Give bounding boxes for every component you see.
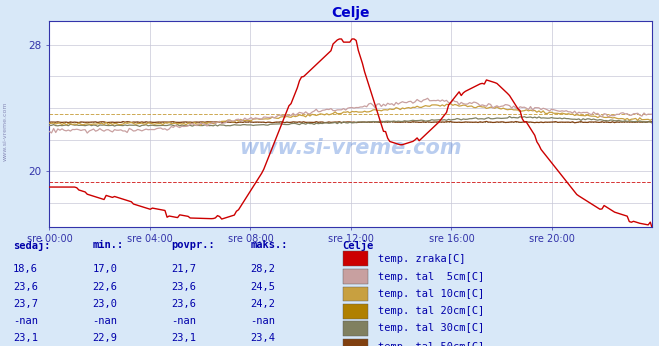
Text: temp. zraka[C]: temp. zraka[C] bbox=[378, 254, 465, 264]
Text: povpr.:: povpr.: bbox=[171, 240, 215, 250]
Text: 28,2: 28,2 bbox=[250, 264, 275, 274]
Text: temp. tal 20cm[C]: temp. tal 20cm[C] bbox=[378, 306, 484, 316]
Text: 24,5: 24,5 bbox=[250, 282, 275, 292]
Text: www.si-vreme.com: www.si-vreme.com bbox=[240, 138, 462, 158]
Text: temp. tal  5cm[C]: temp. tal 5cm[C] bbox=[378, 272, 484, 282]
Text: Celje: Celje bbox=[343, 240, 374, 251]
Text: -nan: -nan bbox=[171, 316, 196, 326]
FancyBboxPatch shape bbox=[343, 321, 368, 336]
Text: www.si-vreme.com: www.si-vreme.com bbox=[3, 102, 8, 161]
Text: 23,1: 23,1 bbox=[171, 334, 196, 344]
FancyBboxPatch shape bbox=[343, 270, 368, 284]
Text: temp. tal 10cm[C]: temp. tal 10cm[C] bbox=[378, 289, 484, 299]
Text: 24,2: 24,2 bbox=[250, 299, 275, 309]
Text: maks.:: maks.: bbox=[250, 240, 288, 250]
FancyBboxPatch shape bbox=[343, 251, 368, 266]
Title: Celje: Celje bbox=[331, 6, 370, 20]
Text: -nan: -nan bbox=[13, 316, 38, 326]
Text: min.:: min.: bbox=[92, 240, 123, 250]
Text: 22,9: 22,9 bbox=[92, 334, 117, 344]
Text: 23,6: 23,6 bbox=[171, 282, 196, 292]
Text: -nan: -nan bbox=[250, 316, 275, 326]
Text: 23,1: 23,1 bbox=[13, 334, 38, 344]
Text: sedaj:: sedaj: bbox=[13, 240, 51, 251]
Text: 22,6: 22,6 bbox=[92, 282, 117, 292]
Text: 18,6: 18,6 bbox=[13, 264, 38, 274]
Text: 23,7: 23,7 bbox=[13, 299, 38, 309]
Text: temp. tal 50cm[C]: temp. tal 50cm[C] bbox=[378, 342, 484, 346]
Text: 23,6: 23,6 bbox=[13, 282, 38, 292]
FancyBboxPatch shape bbox=[343, 339, 368, 346]
Text: 17,0: 17,0 bbox=[92, 264, 117, 274]
Text: 23,4: 23,4 bbox=[250, 334, 275, 344]
Text: -nan: -nan bbox=[92, 316, 117, 326]
FancyBboxPatch shape bbox=[343, 286, 368, 301]
Text: 23,6: 23,6 bbox=[171, 299, 196, 309]
Text: 23,0: 23,0 bbox=[92, 299, 117, 309]
Text: 21,7: 21,7 bbox=[171, 264, 196, 274]
FancyBboxPatch shape bbox=[343, 304, 368, 319]
Text: temp. tal 30cm[C]: temp. tal 30cm[C] bbox=[378, 323, 484, 333]
